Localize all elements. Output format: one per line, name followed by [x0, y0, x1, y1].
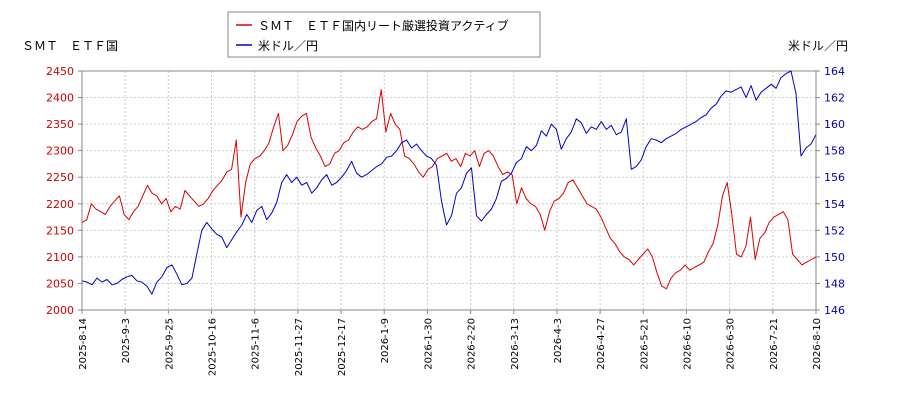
- left-tick-label: 2250: [46, 171, 74, 184]
- x-tick-label: 2026-4-3: [553, 318, 564, 363]
- legend-label-usdjpy: 米ドル／円: [258, 39, 318, 53]
- right-tick-label: 150: [824, 251, 845, 264]
- x-tick-label: 2026-3-13: [510, 318, 521, 370]
- right-tick-label: 156: [824, 171, 845, 184]
- legend-box: [227, 11, 541, 58]
- x-tick-label: 2025-8-14: [78, 318, 89, 370]
- x-axis: 2025-8-14 2025-9-3 2025-9-25 2025-10-16 2025…: [78, 310, 823, 376]
- left-tick-label: 2200: [46, 198, 74, 211]
- series-line-fund: [81, 89, 817, 290]
- x-tick-label: 2026-4-27: [596, 318, 607, 370]
- x-tick-label: 2025-12-17: [337, 318, 348, 376]
- grid-lines: [82, 71, 816, 310]
- x-tick-label: 2026-2-20: [467, 318, 478, 370]
- plot-frame: [81, 70, 817, 311]
- x-tick-label: 2025-11-27: [294, 318, 305, 376]
- x-tick-label: 2026-7-21: [769, 318, 780, 370]
- right-axis-title: 米ドル／円: [788, 39, 848, 53]
- x-tick-label: 2026-6-10: [682, 318, 693, 370]
- right-tick-label: 158: [824, 145, 845, 158]
- series-layer: [81, 70, 817, 295]
- right-tick-label: 162: [824, 92, 845, 105]
- left-tick-label: 2150: [46, 224, 74, 237]
- left-axis: 2000 2050 2100 2150 2200 2250 2300 2350 2400 2450: [46, 65, 82, 317]
- legend-label-fund: ＳＭＴ ＥＴＦ国内リート厳選投資アクティブ: [258, 18, 509, 33]
- x-tick-label: 2026-5-21: [639, 318, 650, 370]
- left-tick-label: 2450: [46, 65, 74, 78]
- right-tick-label: 146: [824, 304, 845, 317]
- left-axis-title: ＳＭＴ ＥＴＦ国: [22, 39, 118, 53]
- left-tick-label: 2050: [46, 277, 74, 290]
- x-tick-label: 2025-9-25: [164, 318, 175, 370]
- x-tick-label: 2025-10-16: [208, 318, 219, 376]
- right-tick-label: 164: [824, 65, 845, 78]
- left-tick-label: 2300: [46, 145, 74, 158]
- x-tick-label: 2026-6-30: [726, 318, 737, 370]
- x-tick-label: 2026-8-10: [812, 318, 823, 370]
- left-tick-label: 2000: [46, 304, 74, 317]
- left-tick-label: 2100: [46, 251, 74, 264]
- x-tick-label: 2026-1-9: [380, 318, 391, 363]
- x-tick-label: 2025-9-3: [121, 318, 132, 363]
- x-tick-label: 2025-11-6: [251, 318, 262, 370]
- legend: ＳＭＴ ＥＴＦ国内リート厳選投資アクティブ 米ドル／円: [227, 11, 541, 58]
- right-tick-label: 154: [824, 198, 845, 211]
- x-tick-label: 2026-1-30: [423, 318, 434, 370]
- right-tick-label: 152: [824, 224, 845, 237]
- right-tick-label: 148: [824, 277, 845, 290]
- right-axis: 146 148 150 152 154 156 158 160 162 164: [816, 65, 845, 317]
- left-tick-label: 2350: [46, 118, 74, 131]
- left-tick-label: 2400: [46, 92, 74, 105]
- series-line-usdjpy: [81, 70, 817, 295]
- right-tick-label: 160: [824, 118, 845, 131]
